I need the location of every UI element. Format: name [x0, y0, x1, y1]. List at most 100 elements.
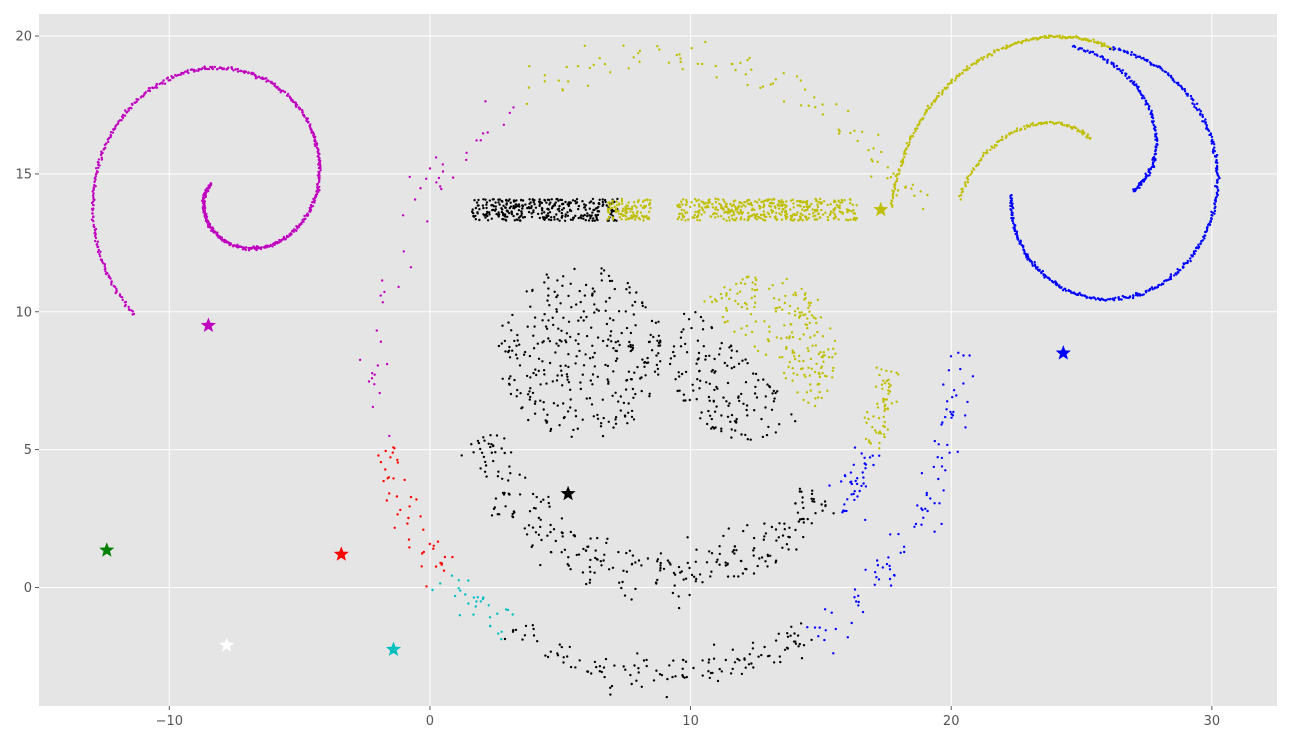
data-point	[536, 212, 540, 216]
data-point	[546, 413, 549, 416]
data-point	[792, 202, 795, 205]
data-point	[1150, 286, 1154, 289]
data-point	[700, 200, 703, 203]
data-point	[605, 204, 608, 207]
data-point	[578, 349, 581, 353]
data-point	[970, 63, 973, 67]
data-point	[1033, 261, 1036, 264]
data-point	[567, 365, 570, 369]
data-point	[592, 202, 595, 205]
data-point	[921, 207, 925, 211]
data-point	[567, 204, 570, 208]
data-point	[497, 215, 500, 218]
data-point	[721, 315, 725, 319]
data-point	[979, 159, 983, 162]
data-point	[777, 536, 780, 539]
data-point	[739, 61, 742, 65]
data-point	[881, 566, 884, 569]
data-point	[883, 382, 887, 385]
data-point	[723, 321, 726, 324]
data-point	[511, 313, 514, 317]
data-point	[632, 418, 636, 421]
data-point	[780, 210, 784, 214]
data-point	[515, 395, 518, 398]
data-point	[265, 80, 268, 83]
data-point	[902, 545, 906, 548]
data-point	[543, 74, 546, 77]
data-point	[1211, 138, 1214, 141]
data-point	[725, 210, 728, 214]
data-point	[685, 211, 689, 214]
data-point	[766, 198, 770, 202]
data-point	[1125, 296, 1128, 299]
data-point	[641, 200, 645, 203]
data-point	[567, 564, 570, 567]
data-point	[741, 211, 744, 214]
data-point	[204, 206, 207, 210]
data-point	[610, 340, 613, 343]
data-point	[684, 370, 688, 374]
data-point	[482, 198, 485, 201]
data-point	[685, 351, 689, 354]
data-point	[730, 428, 733, 431]
data-point	[682, 393, 686, 396]
data-point	[696, 339, 700, 342]
data-point	[494, 497, 498, 500]
data-point	[209, 65, 212, 69]
data-point	[757, 215, 760, 219]
data-point	[724, 561, 727, 564]
data-point	[767, 425, 770, 429]
data-point	[547, 319, 550, 322]
data-point	[165, 77, 169, 80]
data-point	[591, 294, 594, 297]
data-point	[1142, 293, 1146, 296]
data-point	[788, 335, 791, 338]
data-point	[772, 202, 775, 205]
data-point	[1083, 294, 1086, 297]
data-point	[753, 305, 756, 309]
data-point	[814, 344, 817, 347]
data-point	[399, 508, 402, 512]
data-point	[236, 70, 240, 73]
data-point	[707, 201, 710, 204]
data-point	[886, 407, 889, 410]
data-point	[318, 179, 321, 183]
data-point	[562, 656, 565, 659]
data-point	[576, 65, 580, 68]
data-point	[93, 180, 96, 184]
data-point	[744, 205, 747, 208]
data-point	[1039, 36, 1042, 39]
data-point	[672, 659, 675, 662]
data-point	[440, 562, 444, 565]
data-point	[806, 317, 809, 320]
data-point	[1149, 167, 1152, 170]
data-point	[514, 628, 518, 632]
data-point	[715, 385, 718, 389]
data-point	[628, 340, 631, 344]
data-point	[612, 370, 615, 373]
centroid-star	[200, 317, 216, 332]
data-point	[610, 209, 613, 212]
data-point	[598, 57, 601, 60]
data-point	[752, 554, 755, 557]
data-point	[831, 369, 835, 372]
data-point	[170, 75, 173, 78]
data-point	[440, 187, 443, 191]
data-point	[167, 79, 170, 82]
data-point	[659, 552, 663, 555]
data-point	[308, 206, 311, 210]
data-point	[627, 411, 630, 414]
data-point	[927, 107, 930, 110]
data-point	[770, 525, 774, 529]
data-point	[517, 216, 521, 219]
data-point	[184, 70, 187, 73]
data-point	[611, 199, 614, 202]
data-point	[696, 219, 699, 222]
data-point	[643, 365, 646, 368]
data-point	[735, 207, 738, 210]
data-point	[815, 321, 818, 325]
data-point	[881, 387, 884, 390]
data-point	[534, 400, 537, 403]
data-point	[276, 85, 279, 89]
data-point	[1106, 45, 1109, 48]
